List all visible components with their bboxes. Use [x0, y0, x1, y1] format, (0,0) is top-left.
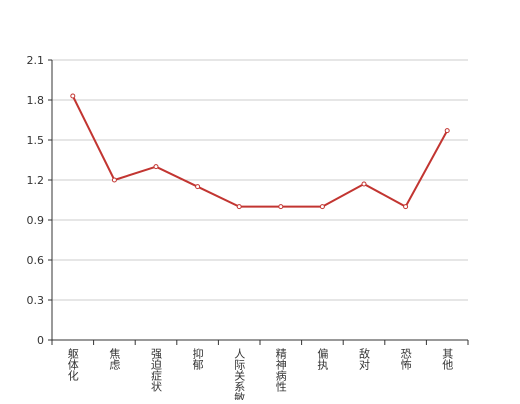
y-tick-label: 1.2: [27, 174, 45, 187]
y-tick-label: 0: [37, 334, 44, 347]
point: [195, 184, 201, 190]
point: [153, 164, 159, 170]
x-tick-label: 躯体化: [66, 348, 79, 382]
point: [361, 181, 367, 187]
y-tick-label: 2.1: [27, 54, 45, 67]
x-tick-label: 精神病性: [274, 348, 287, 393]
y-tick-label: 1.8: [27, 94, 45, 107]
y-tick-label: 1.5: [27, 134, 45, 147]
x-tick-label: 恐怖: [399, 348, 412, 370]
point: [278, 204, 284, 210]
x-tick-label: 敌对: [358, 347, 371, 370]
point: [70, 93, 76, 99]
y-tick-label: 0.6: [27, 254, 45, 267]
point: [319, 204, 325, 210]
x-tick-label: 偏执: [316, 347, 329, 371]
x-tick-label: 焦虑: [108, 348, 121, 370]
line: [71, 95, 449, 209]
y-tick-label: 0.3: [27, 294, 45, 307]
point: [236, 204, 242, 210]
x-tick-label: 强迫症状: [150, 348, 163, 392]
x-tick-label: 人际关系敏感: [233, 348, 246, 400]
y-tick-label: 0.9: [27, 214, 45, 227]
point: [403, 204, 409, 210]
point: [111, 177, 117, 183]
point: [444, 128, 450, 134]
x-tick-label: 抑郁: [191, 347, 204, 370]
x-tick-label: 其他: [441, 348, 454, 370]
